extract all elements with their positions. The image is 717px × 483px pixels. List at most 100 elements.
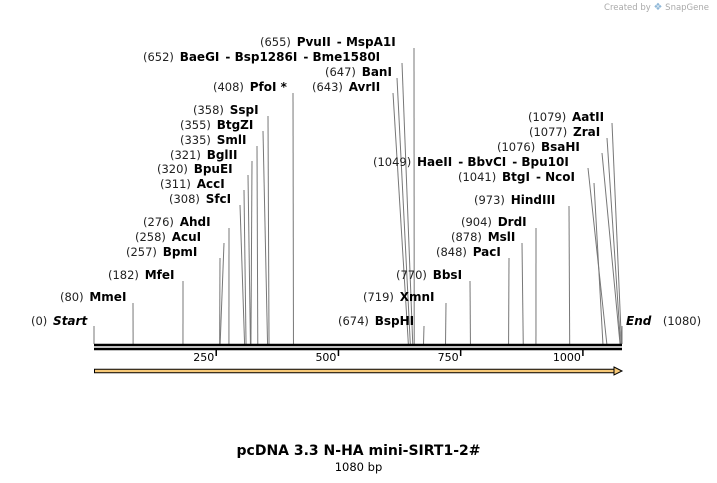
watermark-brand: SnapGene: [665, 3, 709, 13]
site-1077-position: (1077): [529, 125, 573, 139]
site-80-position: (80): [60, 290, 89, 304]
feature-arrow: [94, 366, 624, 376]
site-355-label: (355) BtgZI: [180, 118, 253, 132]
site-652-separator-2: -: [297, 50, 312, 64]
site-321-connector: [250, 160, 253, 345]
site-276-enzyme-ahdi: AhdI: [180, 215, 211, 229]
site-1076-label: (1076) BsaHI: [497, 140, 580, 154]
site-1049-enzyme-bpu10i: Bpu10I: [521, 155, 568, 169]
site-1076-enzyme-bsahi: BsaHI: [541, 140, 580, 154]
tick-label-1000: 1000: [553, 351, 581, 364]
site-904-enzyme-drdi: DrdI: [498, 215, 527, 229]
site-1077-enzyme-zrai: ZraI: [573, 125, 600, 139]
site-311-label: (311) AccI: [160, 177, 225, 191]
site-647-enzyme-bani: BanI: [362, 65, 392, 79]
site-321-enzyme-bglii: BglII: [207, 148, 238, 162]
site-311-position: (311): [160, 177, 197, 191]
site-719-enzyme-xmni: XmnI: [400, 290, 435, 304]
site-408-position: (408): [213, 80, 250, 94]
site-355-connector: [262, 130, 269, 345]
site-878-enzyme-msli: MslI: [488, 230, 516, 244]
site-1079-label: (1079) AatII: [528, 110, 604, 124]
sequence-backbone: 250 500 750 1000: [94, 343, 622, 364]
site-643-position: (643): [312, 80, 349, 94]
site-1080-enzyme-end: End: [626, 314, 652, 328]
site-1077-label: (1077) ZraI: [529, 125, 600, 139]
site-408-label: (408) PfoI *: [213, 80, 288, 94]
site-1076-connector: [601, 152, 621, 345]
site-408-enzyme-pfoi: PfoI *: [250, 80, 288, 94]
site-1049-enzyme-bbvci: BbvCI: [467, 155, 506, 169]
site-258-enzyme-acui: AcuI: [172, 230, 201, 244]
site-655-position: (655): [260, 35, 297, 49]
site-647-connector: [396, 77, 411, 345]
site-80-label: (80) MmeI: [60, 290, 126, 304]
map-length: 1080 bp: [334, 460, 383, 474]
site-257-enzyme-bpmi: BpmI: [163, 245, 198, 259]
site-647-position: (647): [325, 65, 362, 79]
site-276-position: (276): [143, 215, 180, 229]
site-0-position: (0): [31, 314, 53, 328]
site-1079-connector: [611, 122, 623, 345]
site-311-connector: [243, 189, 247, 345]
site-643-connector: [392, 92, 409, 345]
site-labels: (0) Start End (1080) (80) MmeI (182) MfeI (2…: [31, 35, 701, 328]
site-connectors: [93, 47, 623, 345]
site-878-label: (878) MslI: [451, 230, 515, 244]
site-335-label: (335) SmlI: [180, 133, 246, 147]
site-1041-position: (1041): [458, 170, 502, 184]
snapgene-logo-icon: ❖: [653, 2, 663, 13]
site-1049-position: (1049): [373, 155, 417, 169]
site-1049-separator-2: -: [506, 155, 521, 169]
site-973-enzyme-hindiii: HindIII: [511, 193, 556, 207]
site-770-label: (770) BbsI: [396, 268, 462, 282]
site-320-connector: [247, 174, 251, 345]
site-1049-separator-1: -: [452, 155, 467, 169]
site-308-position: (308): [169, 192, 206, 206]
site-355-enzyme-btgzi: BtgZI: [217, 118, 254, 132]
site-1049-label: (1049) HaeII - BbvCI - Bpu10I: [373, 155, 569, 169]
site-848-enzyme-paci: PacI: [473, 245, 501, 259]
tick-label-500: 500: [315, 351, 336, 364]
site-1049-connector: [587, 167, 608, 345]
site-674-position: (674): [338, 314, 375, 328]
site-878-connector: [521, 242, 524, 345]
site-652-connector: [401, 62, 414, 345]
site-320-enzyme-bpuei: BpuEI: [194, 162, 233, 176]
site-643-enzyme-avrii: AvrII: [349, 80, 381, 94]
site-1041-enzyme-ncoi: NcoI: [545, 170, 575, 184]
site-308-connector: [239, 204, 246, 345]
site-652-enzyme-bme1580i: Bme1580I: [312, 50, 380, 64]
site-257-label: (257) BpmI: [126, 245, 197, 259]
site-904-position: (904): [461, 215, 498, 229]
map-title: pcDNA 3.3 N-HA mini-SIRT1-2#: [236, 443, 481, 459]
site-311-enzyme-acci: AccI: [197, 177, 225, 191]
site-848-position: (848): [436, 245, 473, 259]
site-647-label: (647) BanI: [325, 65, 392, 79]
site-1076-position: (1076): [497, 140, 541, 154]
site-652-enzyme-baegi: BaeGI: [180, 50, 220, 64]
site-257-position: (257): [126, 245, 163, 259]
watermark-text: Created by: [604, 3, 651, 13]
site-276-label: (276) AhdI: [143, 215, 211, 229]
restriction-map: 250 500 750 1000 (0) Start End (1080) (80) Mm…: [31, 35, 701, 376]
site-652-enzyme-bsp1286i: Bsp1286I: [235, 50, 298, 64]
site-358-label: (358) SspI: [193, 103, 259, 117]
site-1079-enzyme-aatii: AatII: [572, 110, 604, 124]
site-973-position: (973): [474, 193, 511, 207]
site-973-connector: [568, 205, 571, 345]
site-652-label: (652) BaeGI - Bsp1286I - Bme1580I: [143, 50, 380, 64]
site-358-position: (358): [193, 103, 230, 117]
site-0-enzyme-start: Start: [53, 314, 88, 328]
site-655-separator-1: -: [331, 35, 346, 49]
site-358-enzyme-sspi: SspI: [230, 103, 259, 117]
site-182-enzyme-mfei: MfeI: [145, 268, 175, 282]
site-652-separator-1: -: [219, 50, 234, 64]
site-258-connector: [219, 242, 225, 345]
tick-label-750: 750: [438, 351, 459, 364]
site-1077-connector: [606, 137, 622, 345]
site-355-position: (355): [180, 118, 217, 132]
site-674-label: (674) BspHI: [338, 314, 414, 328]
site-1041-separator-1: -: [530, 170, 545, 184]
site-258-label: (258) AcuI: [135, 230, 201, 244]
